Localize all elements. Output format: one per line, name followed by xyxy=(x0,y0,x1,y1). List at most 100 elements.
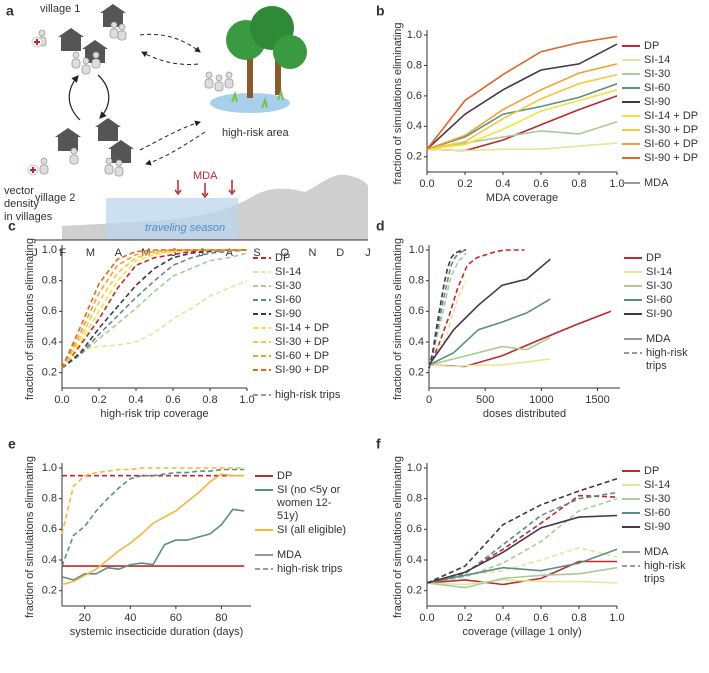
legend-label: SI-14 xyxy=(644,479,671,491)
season-label: traveling season xyxy=(145,222,225,234)
legend-entry: SI-30 xyxy=(624,280,706,293)
legend-label: DP xyxy=(275,252,291,264)
legend-label: SI-14 xyxy=(275,266,302,278)
legend-entry: SI-90 xyxy=(624,308,706,321)
legend-label: MDA xyxy=(646,333,671,345)
person-icon xyxy=(81,57,91,75)
series-line xyxy=(426,89,618,150)
legend-entry: DP xyxy=(622,40,704,53)
legend-swatch xyxy=(624,271,642,273)
legend-entry: SI-90 xyxy=(622,521,704,534)
grass xyxy=(231,88,284,109)
legend-swatch xyxy=(255,529,273,531)
series-line xyxy=(61,249,248,369)
legend-label: SI-30 + DP xyxy=(275,336,330,348)
legend-label: MDA xyxy=(277,549,302,561)
legend: DP SI-14 SI-30 SI-60 SI-90 SI-14 + DP SI-30 + … xyxy=(622,40,704,191)
y-tick-label: 0.8 xyxy=(409,275,424,287)
panel-letter: b xyxy=(376,3,385,19)
y-tick-label: 0.2 xyxy=(42,367,57,379)
legend-swatch xyxy=(622,143,640,145)
legend-swatch xyxy=(622,115,640,117)
legend-label: DP xyxy=(644,465,660,477)
pond xyxy=(210,93,290,113)
x-tick-label: 0.4 xyxy=(495,178,510,190)
legend-label: SI-14 + DP xyxy=(275,322,330,334)
series-line xyxy=(426,63,618,150)
legend-swatch xyxy=(624,352,642,354)
season-band xyxy=(106,198,238,240)
series-line xyxy=(428,280,467,369)
y-tick-label: 1.0 xyxy=(409,244,424,256)
person-icon xyxy=(109,21,119,39)
legend-entry: SI-60 xyxy=(622,507,704,520)
legend-swatch xyxy=(253,369,271,371)
chart-panel: b 0.2 0.4 0.6 0.8 1.0 0.0 0.2 0.4 0.6 0.8 1.0 MDA co… xyxy=(376,3,625,204)
legend-swatch xyxy=(253,313,271,315)
series-line xyxy=(426,35,618,150)
legend-label: high-risk trips xyxy=(275,389,341,401)
series-line xyxy=(61,279,248,369)
y-tick-label: 1.0 xyxy=(407,462,422,474)
house-icon xyxy=(55,128,81,151)
legend-entry: SI-90 xyxy=(622,96,704,109)
legend-label: SI-30 xyxy=(644,493,671,505)
month-label: N xyxy=(309,247,317,259)
village-label: village 2 xyxy=(35,192,75,204)
legend-entry: DP xyxy=(253,252,345,265)
legend-label: SI-60 xyxy=(275,294,302,306)
legend-label: high-risk trips xyxy=(277,563,343,575)
legend-label: DP xyxy=(277,470,293,482)
legend-label: DP xyxy=(644,40,660,52)
legend-label: SI-14 xyxy=(644,54,671,66)
legend-entry: MDA xyxy=(622,177,704,190)
person-icon xyxy=(114,159,124,177)
y-tick-label: 0.4 xyxy=(409,336,424,348)
person-icon xyxy=(39,157,49,175)
legend-swatch xyxy=(253,327,271,329)
series-line xyxy=(426,579,618,586)
y-axis-label: fraction of simulations eliminating xyxy=(392,238,404,400)
legend-label: SI-30 xyxy=(644,68,671,80)
person-icon xyxy=(224,71,234,89)
legend-entry: SI-14 xyxy=(622,479,704,492)
legend-entry: SI-14 xyxy=(253,266,345,279)
legend-entry: SI-14 + DP xyxy=(253,322,345,335)
legend-label: SI-30 + DP xyxy=(644,124,699,136)
x-tick-label: 1500 xyxy=(585,394,609,406)
x-axis-label: systemic insecticide duration (days) xyxy=(70,626,244,638)
legend-entry: SI-14 xyxy=(622,54,704,67)
legend-entry: SI-30 + DP xyxy=(622,124,704,137)
legend-swatch xyxy=(624,285,642,287)
arrow xyxy=(68,75,81,121)
legend-label: SI-60 xyxy=(644,507,671,519)
series-line xyxy=(61,467,245,535)
legend-swatch xyxy=(255,475,273,477)
legend-label: SI-90 xyxy=(275,308,302,320)
series-line xyxy=(426,73,618,150)
x-tick-label: 0.8 xyxy=(202,394,217,406)
y-tick-label: 0.4 xyxy=(407,120,422,132)
legend-label: SI-14 xyxy=(646,266,673,278)
month-label: A xyxy=(115,247,123,259)
legend-swatch xyxy=(255,568,273,570)
month-label: O xyxy=(280,247,289,259)
series-line xyxy=(428,249,467,369)
legend-entry: high-risk trips xyxy=(255,563,351,576)
legend-swatch xyxy=(253,285,271,287)
person-icon xyxy=(71,51,81,69)
y-tick-label: 0.6 xyxy=(42,523,57,535)
legend-swatch xyxy=(622,59,640,61)
house-icon xyxy=(58,28,84,51)
series-line xyxy=(426,43,618,150)
y-tick-label: 1.0 xyxy=(407,29,422,41)
x-tick-label: 1.0 xyxy=(609,178,624,190)
y-axis-label: fraction of simulations eliminating xyxy=(392,22,404,184)
month-label: A xyxy=(226,247,234,259)
legend-label: SI-30 xyxy=(646,280,673,292)
legend-entry: MDA xyxy=(255,549,351,562)
series-line xyxy=(426,121,618,150)
village-label: village 1 xyxy=(40,3,80,15)
panel-letter: a xyxy=(6,3,14,19)
arrow xyxy=(141,51,199,65)
